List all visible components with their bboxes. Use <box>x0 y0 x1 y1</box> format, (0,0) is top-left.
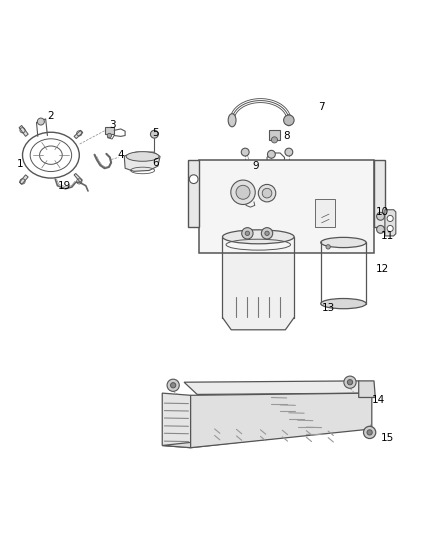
Circle shape <box>367 430 372 435</box>
Text: 19: 19 <box>57 181 71 191</box>
Polygon shape <box>124 152 160 171</box>
Text: 5: 5 <box>152 128 159 139</box>
Polygon shape <box>19 175 28 184</box>
Ellipse shape <box>321 298 366 309</box>
Circle shape <box>284 115 294 125</box>
Text: 4: 4 <box>117 150 124 160</box>
Text: 13: 13 <box>321 303 335 313</box>
Circle shape <box>387 215 393 222</box>
Circle shape <box>242 228 253 239</box>
Polygon shape <box>74 130 83 139</box>
Polygon shape <box>374 159 385 227</box>
Circle shape <box>268 150 276 158</box>
Polygon shape <box>162 393 191 448</box>
Circle shape <box>167 379 179 391</box>
Circle shape <box>377 212 385 220</box>
Text: 6: 6 <box>152 158 159 167</box>
Polygon shape <box>74 174 82 182</box>
Circle shape <box>261 228 273 239</box>
Polygon shape <box>359 381 375 398</box>
Text: 15: 15 <box>381 433 394 443</box>
Polygon shape <box>223 237 294 330</box>
Circle shape <box>344 376 356 389</box>
Circle shape <box>258 184 276 202</box>
Circle shape <box>285 148 293 156</box>
Circle shape <box>37 118 44 125</box>
Circle shape <box>347 379 353 385</box>
Bar <box>199 159 374 253</box>
Circle shape <box>326 245 330 249</box>
Polygon shape <box>191 393 372 448</box>
Text: 2: 2 <box>48 111 54 121</box>
Text: 9: 9 <box>253 161 259 171</box>
Circle shape <box>241 148 249 156</box>
Ellipse shape <box>286 115 292 126</box>
Ellipse shape <box>126 152 159 161</box>
Text: 7: 7 <box>318 102 325 112</box>
Circle shape <box>387 225 393 231</box>
Circle shape <box>377 225 385 233</box>
Text: 10: 10 <box>376 207 389 217</box>
Polygon shape <box>162 427 359 448</box>
Text: 12: 12 <box>376 264 389 273</box>
Polygon shape <box>188 159 199 227</box>
Circle shape <box>189 175 198 183</box>
Ellipse shape <box>228 114 236 127</box>
Text: 8: 8 <box>283 131 290 141</box>
Circle shape <box>364 426 376 439</box>
Circle shape <box>236 185 250 199</box>
Polygon shape <box>19 125 28 136</box>
Text: 1: 1 <box>17 159 24 169</box>
Circle shape <box>265 231 269 236</box>
Bar <box>105 127 114 134</box>
Polygon shape <box>385 210 396 236</box>
Circle shape <box>262 188 272 198</box>
Circle shape <box>245 231 250 236</box>
Ellipse shape <box>321 237 366 248</box>
Ellipse shape <box>223 230 294 244</box>
Circle shape <box>107 133 112 138</box>
Circle shape <box>231 180 255 205</box>
Text: 14: 14 <box>372 394 385 405</box>
Text: 3: 3 <box>109 119 115 130</box>
Bar <box>315 199 335 227</box>
Bar <box>269 130 280 140</box>
Circle shape <box>272 137 278 143</box>
Circle shape <box>150 130 158 138</box>
Polygon shape <box>184 381 372 394</box>
Circle shape <box>170 383 176 388</box>
Text: 11: 11 <box>381 231 394 241</box>
